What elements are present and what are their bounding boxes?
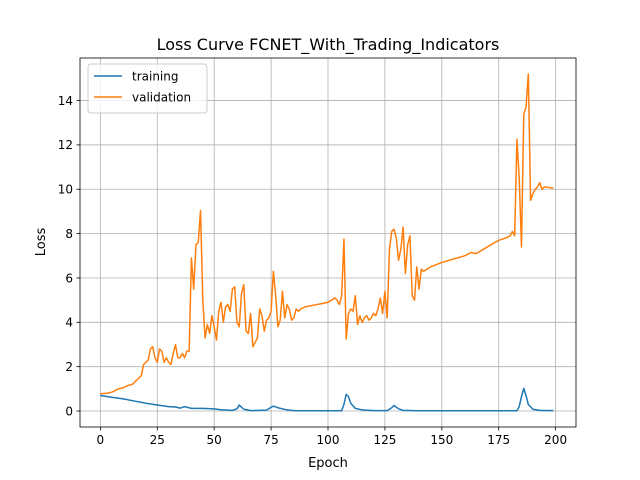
validation-series-line [100,73,554,395]
training-series-line [100,387,554,412]
x-tick-label: 150 [430,433,453,447]
x-axis-ticks: 0 25 50 75 100 125 150 175 200 [97,427,567,447]
y-axis-ticks: 0 2 4 6 8 10 12 14 [58,94,80,418]
x-tick-label: 125 [373,433,396,447]
x-tick-label: 25 [150,433,165,447]
y-tick-label: 0 [65,404,73,418]
x-tick-label: 0 [97,433,105,447]
legend: training validation [87,63,208,114]
y-tick-label: 14 [58,94,73,108]
x-tick-label: 50 [207,433,222,447]
y-axis-label: Loss [34,228,49,257]
x-tick-label: 100 [317,433,340,447]
x-tick-label: 200 [544,433,567,447]
legend-label-training: training [132,69,179,83]
y-tick-label: 12 [58,138,73,152]
y-tick-label: 4 [65,316,73,330]
x-tick-label: 75 [263,433,278,447]
y-tick-label: 2 [65,360,73,374]
x-tick-label: 175 [487,433,510,447]
series-group [100,73,554,412]
chart-title: Loss Curve FCNET_With_Trading_Indicators [157,35,500,55]
y-tick-label: 6 [65,271,73,285]
x-axis-label: Epoch [308,456,348,471]
y-tick-label: 10 [58,183,73,197]
legend-label-validation: validation [132,90,191,104]
y-tick-label: 8 [65,227,73,241]
